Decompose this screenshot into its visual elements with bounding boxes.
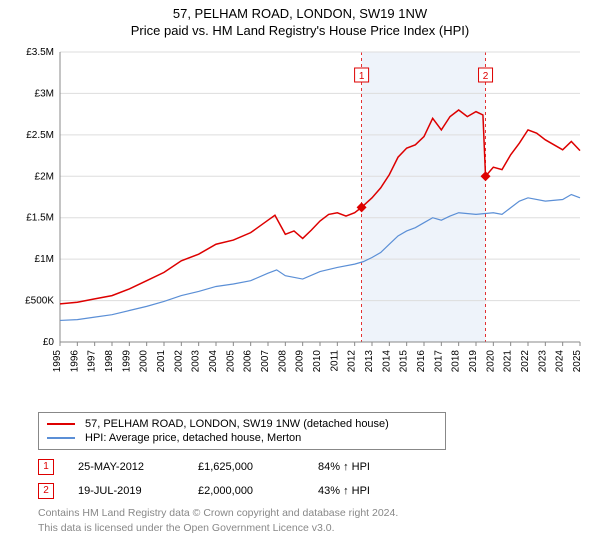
legend-row: 57, PELHAM ROAD, LONDON, SW19 1NW (detac… xyxy=(47,417,437,431)
svg-text:£1.5M: £1.5M xyxy=(26,213,54,224)
svg-text:2016: 2016 xyxy=(416,350,427,373)
svg-text:1997: 1997 xyxy=(87,350,98,373)
sale-date: 19-JUL-2019 xyxy=(78,485,198,497)
svg-text:2005: 2005 xyxy=(225,350,236,373)
legend-row: HPI: Average price, detached house, Mert… xyxy=(47,431,437,445)
svg-text:£3M: £3M xyxy=(35,88,54,99)
marker-table: 1 25-MAY-2012 £1,625,000 84% ↑ HPI 2 19-… xyxy=(38,455,408,503)
chart-title-block: 57, PELHAM ROAD, LONDON, SW19 1NW Price … xyxy=(0,0,600,38)
legend-label: HPI: Average price, detached house, Mert… xyxy=(85,432,301,444)
svg-text:2022: 2022 xyxy=(520,350,531,373)
svg-text:1999: 1999 xyxy=(121,350,132,373)
hpi-delta: 84% ↑ HPI xyxy=(318,461,408,473)
svg-text:2007: 2007 xyxy=(260,350,271,373)
svg-text:2018: 2018 xyxy=(451,350,462,373)
legend-label: 57, PELHAM ROAD, LONDON, SW19 1NW (detac… xyxy=(85,418,389,430)
svg-text:2002: 2002 xyxy=(173,350,184,373)
title-address: 57, PELHAM ROAD, LONDON, SW19 1NW xyxy=(0,6,600,21)
svg-text:2012: 2012 xyxy=(347,350,358,373)
svg-text:2021: 2021 xyxy=(503,350,514,373)
footer-line: This data is licensed under the Open Gov… xyxy=(38,521,398,536)
svg-text:2: 2 xyxy=(483,71,489,82)
hpi-delta: 43% ↑ HPI xyxy=(318,485,408,497)
svg-text:2023: 2023 xyxy=(537,350,548,373)
svg-text:2011: 2011 xyxy=(329,350,340,372)
table-row: 2 19-JUL-2019 £2,000,000 43% ↑ HPI xyxy=(38,479,408,503)
sale-date: 25-MAY-2012 xyxy=(78,461,198,473)
svg-text:£1M: £1M xyxy=(35,254,54,265)
svg-text:2017: 2017 xyxy=(433,350,444,373)
footer-line: Contains HM Land Registry data © Crown c… xyxy=(38,506,398,521)
sale-price: £1,625,000 xyxy=(198,461,318,473)
svg-text:1995: 1995 xyxy=(52,350,63,373)
copyright-footer: Contains HM Land Registry data © Crown c… xyxy=(38,506,398,535)
svg-text:£2.5M: £2.5M xyxy=(26,130,54,141)
svg-text:2010: 2010 xyxy=(312,350,323,373)
svg-text:1: 1 xyxy=(359,71,365,82)
svg-text:2020: 2020 xyxy=(485,350,496,373)
svg-text:£0: £0 xyxy=(43,337,55,348)
legend: 57, PELHAM ROAD, LONDON, SW19 1NW (detac… xyxy=(38,412,446,450)
svg-text:2015: 2015 xyxy=(399,350,410,373)
svg-text:£2M: £2M xyxy=(35,171,54,182)
svg-text:1996: 1996 xyxy=(69,350,80,373)
svg-text:2000: 2000 xyxy=(139,350,150,373)
svg-text:2025: 2025 xyxy=(572,350,583,373)
sale-price: £2,000,000 xyxy=(198,485,318,497)
svg-text:2019: 2019 xyxy=(468,350,479,373)
svg-text:1998: 1998 xyxy=(104,350,115,373)
svg-text:2004: 2004 xyxy=(208,350,219,373)
svg-text:2013: 2013 xyxy=(364,350,375,373)
legend-swatch xyxy=(47,437,75,439)
legend-swatch xyxy=(47,423,75,425)
svg-text:£500K: £500K xyxy=(25,296,54,307)
svg-text:2006: 2006 xyxy=(243,350,254,373)
marker-badge: 1 xyxy=(38,459,54,475)
svg-text:2003: 2003 xyxy=(191,350,202,373)
svg-text:2008: 2008 xyxy=(277,350,288,373)
svg-text:2024: 2024 xyxy=(555,350,566,373)
svg-text:£3.5M: £3.5M xyxy=(26,47,54,58)
svg-text:2009: 2009 xyxy=(295,350,306,373)
marker-badge: 2 xyxy=(38,483,54,499)
price-chart: £0 £500K £1M £1.5M £2M £2.5M £3M £3.5M 1995 1996 1… xyxy=(8,44,592,404)
table-row: 1 25-MAY-2012 £1,625,000 84% ↑ HPI xyxy=(38,455,408,479)
svg-text:2014: 2014 xyxy=(381,350,392,373)
title-subtitle: Price paid vs. HM Land Registry's House … xyxy=(0,23,600,38)
svg-text:2001: 2001 xyxy=(156,350,167,373)
